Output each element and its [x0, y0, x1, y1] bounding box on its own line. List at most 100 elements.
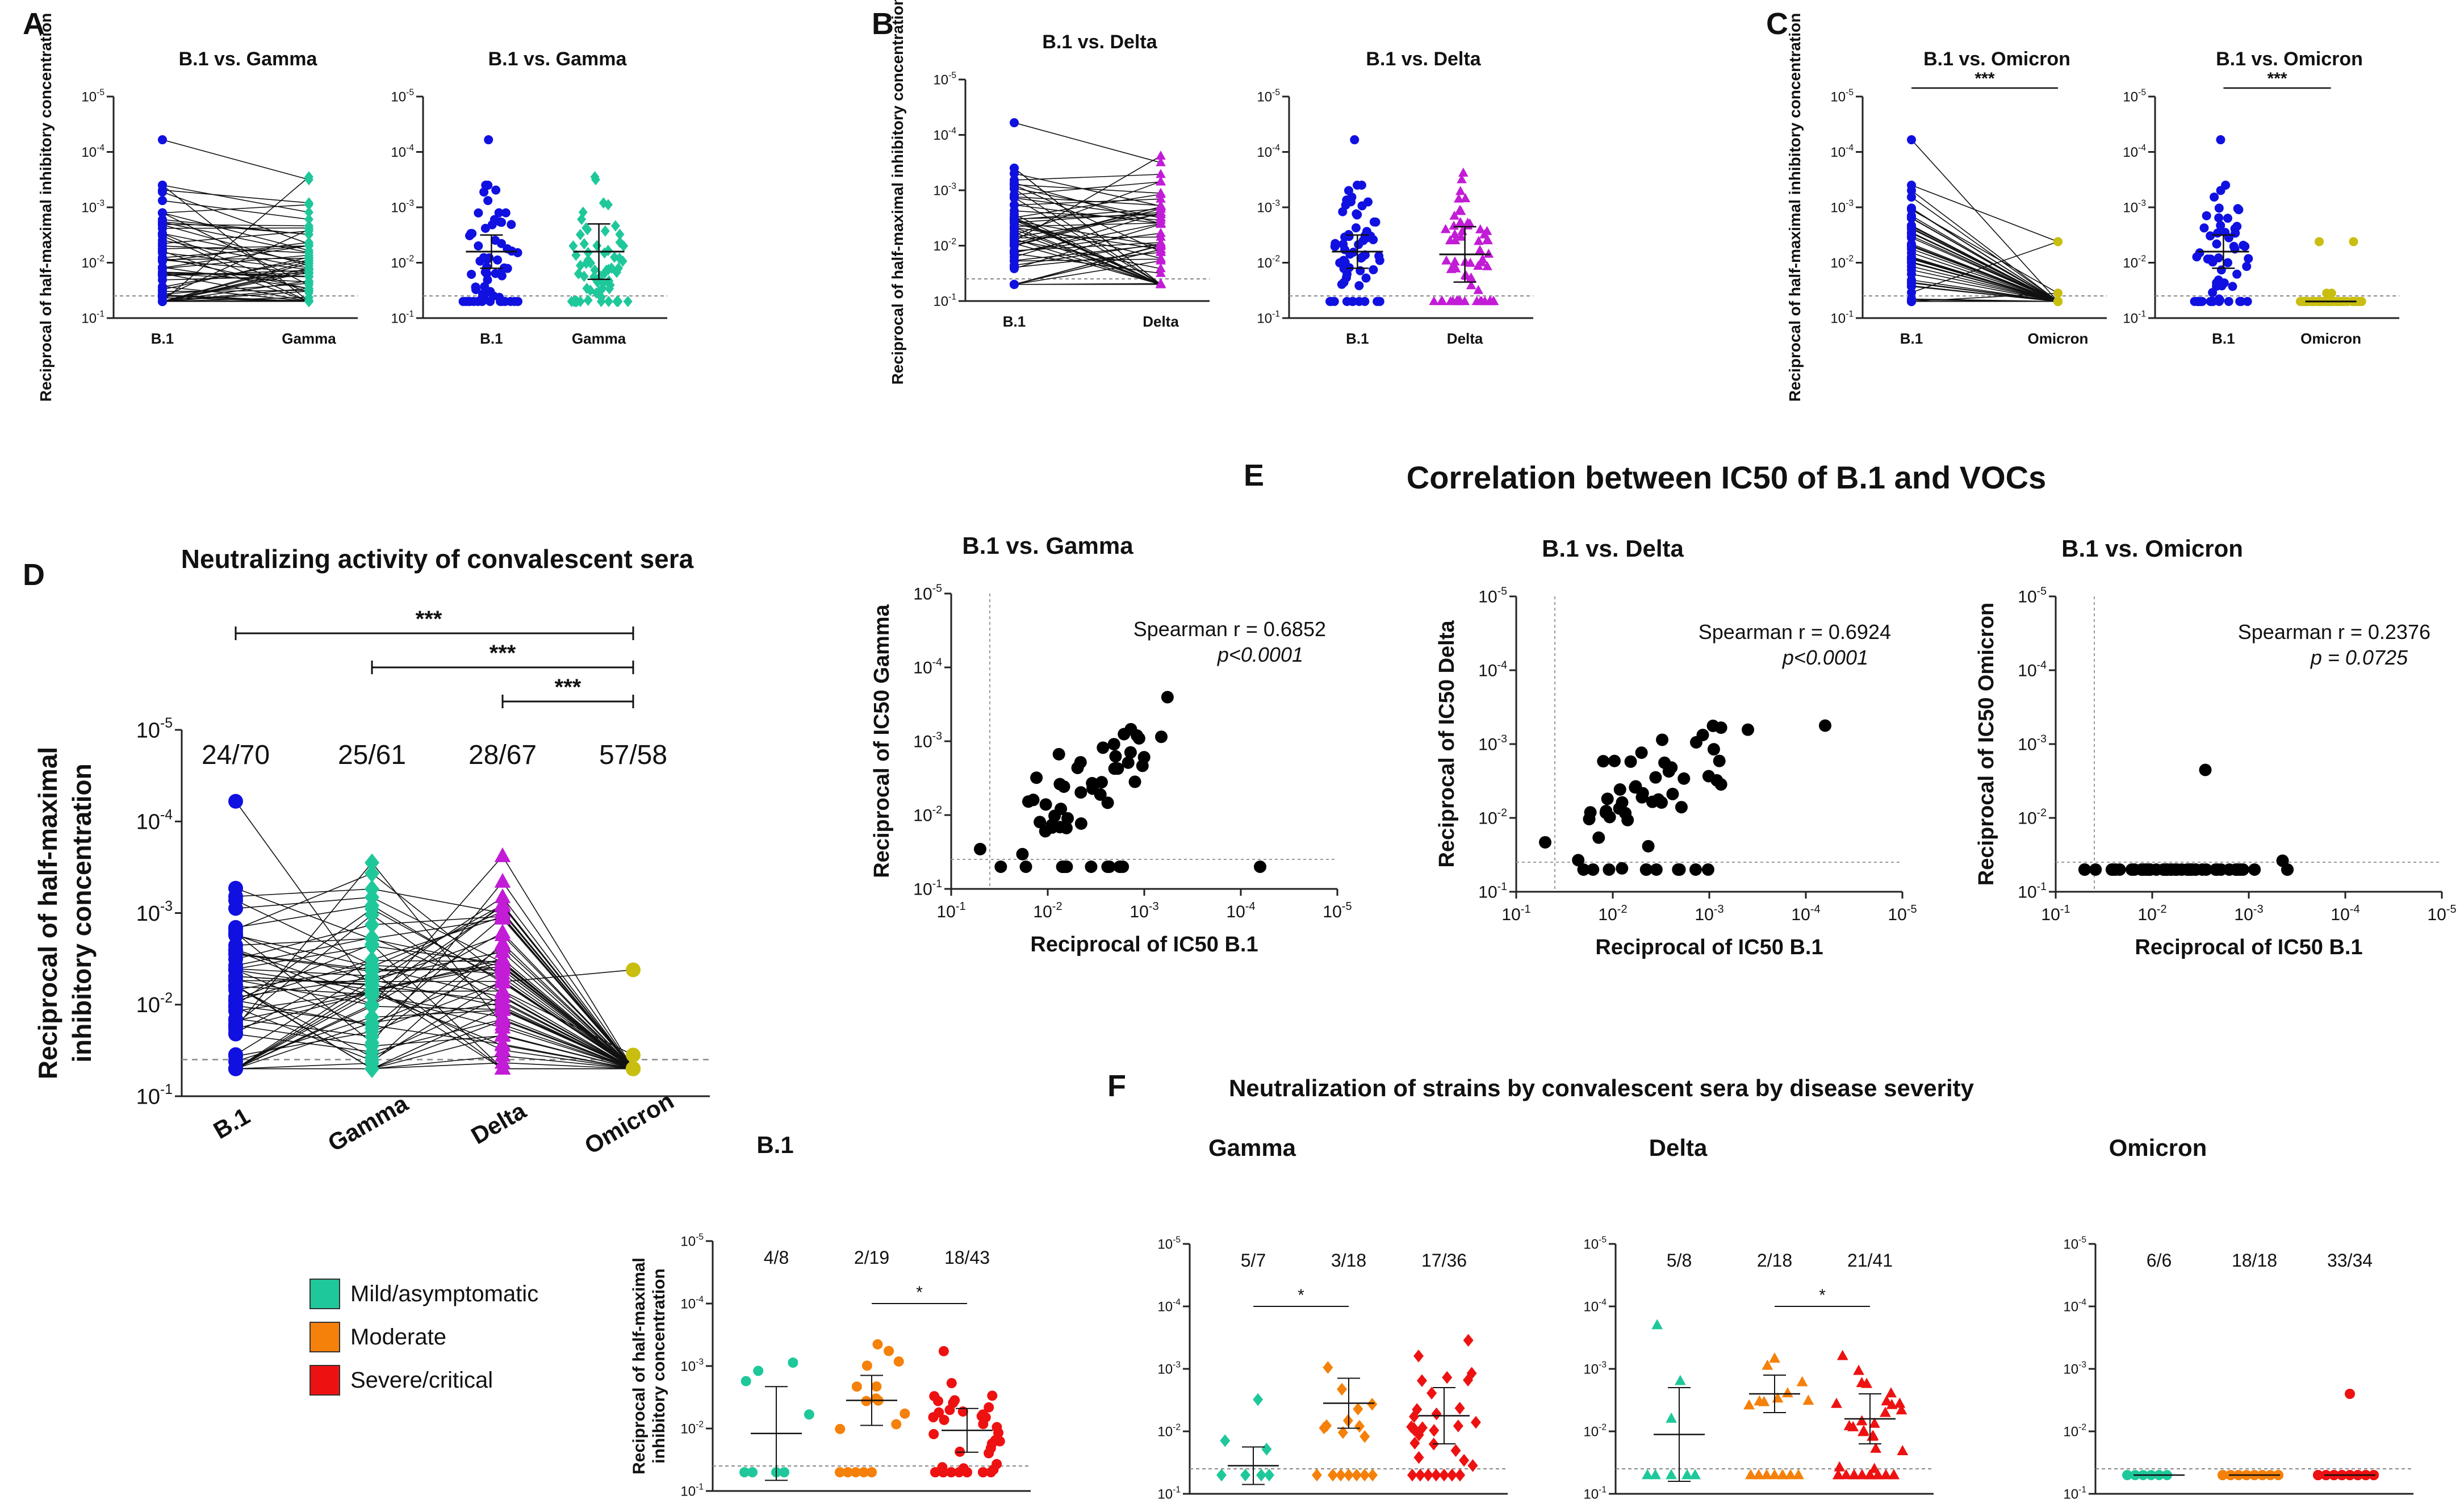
- pair-line: [1014, 232, 1161, 285]
- category-label: B.1: [151, 330, 174, 347]
- data-point-moderate: [1769, 1469, 1780, 1480]
- data-point-moderate: [884, 1346, 894, 1356]
- data-point-severe: [1856, 1377, 1868, 1388]
- pair-line: [235, 976, 373, 986]
- data-point-Gamma: [568, 240, 578, 252]
- data-point-moderate: [900, 1408, 910, 1419]
- data-point-B.1: [473, 296, 483, 306]
- data-point-B.1: [228, 982, 243, 997]
- pair-line: [1014, 243, 1161, 285]
- data-point-Gamma: [623, 295, 633, 307]
- data-point-severe: [1837, 1350, 1848, 1360]
- data-point-Gamma: [365, 853, 379, 872]
- chart-title: B.1 vs. Omicron: [2216, 48, 2363, 70]
- data-point-mild: [1264, 1468, 1274, 1482]
- data-point-B.1: [483, 181, 493, 190]
- data-point-Gamma: [614, 262, 624, 274]
- data-point-severe: [1880, 1469, 1892, 1480]
- data-point-moderate: [867, 1467, 877, 1477]
- data-point: [1074, 756, 1087, 769]
- data-point: [2211, 863, 2224, 876]
- significance-label: *: [1819, 1286, 1826, 1305]
- pair-line: [1014, 227, 1161, 285]
- data-point-severe: [939, 1414, 949, 1425]
- y-axis-tick-label: 10-2: [913, 804, 942, 825]
- category-label: Delta: [1143, 313, 1179, 330]
- y-axis-tick-label: 10-1: [2018, 880, 2047, 902]
- data-point-B.1: [497, 218, 507, 227]
- y-axis-tick-label: 10-1: [1583, 1485, 1607, 1502]
- data-point-B.1: [1010, 216, 1019, 225]
- data-point: [1666, 787, 1679, 800]
- data-point-B.1: [2240, 241, 2250, 251]
- data-point-B.1: [480, 268, 490, 277]
- y-axis-label: Reciprocal of half-maximal: [630, 1258, 649, 1475]
- pair-line: [162, 260, 309, 302]
- data-point-severe: [978, 1467, 988, 1477]
- data-point-Gamma: [304, 228, 313, 240]
- count-label: 17/36: [1421, 1250, 1467, 1271]
- category-label: Delta: [467, 1097, 531, 1149]
- pair-line: [1014, 217, 1161, 285]
- data-point-Delta: [494, 904, 511, 919]
- data-point-Gamma: [583, 247, 593, 258]
- data-point-B.1: [2233, 204, 2243, 214]
- data-point-Delta: [1156, 240, 1166, 250]
- data-point-moderate: [893, 1356, 904, 1367]
- data-point-B.1: [1907, 294, 1916, 304]
- data-point-B.1: [1010, 206, 1019, 216]
- pair-line: [502, 992, 634, 1070]
- pair-line: [502, 882, 634, 1070]
- data-point-Gamma: [304, 171, 313, 183]
- count-label: 28/67: [468, 740, 537, 770]
- y-axis-tick-label: 10-5: [2063, 1235, 2086, 1252]
- legend-swatch-moderate: [309, 1322, 340, 1352]
- data-point-Delta: [1466, 280, 1476, 290]
- data-point-B.1: [1907, 213, 1916, 223]
- data-point-B.1: [228, 901, 243, 916]
- pair-line: [162, 272, 309, 278]
- significance-label: ***: [416, 607, 442, 632]
- data-point-B.1: [158, 285, 167, 294]
- legend-swatch-mild: [309, 1279, 340, 1309]
- data-point-severe: [986, 1467, 996, 1477]
- data-point-Omicron: [626, 1061, 641, 1076]
- pair-line: [162, 212, 309, 251]
- data-point-Delta: [1450, 229, 1460, 239]
- data-point-mild: [1220, 1434, 1231, 1447]
- data-point: [1713, 754, 1726, 767]
- data-point-severe: [1431, 1468, 1441, 1482]
- data-point-severe: [1447, 1468, 1457, 1482]
- pair-line: [235, 935, 373, 967]
- data-point-B.1: [228, 946, 243, 961]
- data-point-moderate: [851, 1381, 862, 1392]
- pair-line: [1911, 185, 2059, 243]
- data-point-Delta: [1156, 278, 1166, 287]
- data-point-B.1: [1010, 246, 1019, 256]
- data-point: [1118, 728, 1131, 741]
- y-axis-tick-label: 10-3: [136, 899, 173, 926]
- category-label: Omicron: [2028, 330, 2089, 347]
- data-point-severe: [1870, 1442, 1882, 1453]
- data-point-Omicron: [2053, 296, 2063, 306]
- data-point-B.1: [2232, 269, 2242, 279]
- data-point-moderate: [1743, 1399, 1755, 1410]
- data-point-moderate: [1359, 1430, 1370, 1443]
- data-point-Delta: [1437, 296, 1448, 306]
- y-axis-label: Reciprocal of half-maximal: [33, 747, 62, 1079]
- data-point-moderate: [861, 1360, 872, 1371]
- data-point-B.1: [510, 296, 520, 306]
- data-point-B.1: [2206, 296, 2216, 306]
- y-axis-tick-label: 10-5: [933, 71, 956, 88]
- data-point-moderate: [1321, 1419, 1332, 1432]
- x-tick-label: 10-1: [936, 900, 965, 921]
- pair-line: [162, 259, 309, 274]
- data-point-Gamma: [365, 1059, 379, 1078]
- pair-line: [1014, 196, 1161, 206]
- data-point: [1095, 776, 1108, 789]
- data-point-B.1: [489, 291, 499, 301]
- data-point: [1714, 721, 1727, 734]
- data-point-Gamma: [365, 1027, 379, 1046]
- data-point-severe: [946, 1467, 956, 1477]
- data-point: [1597, 755, 1610, 768]
